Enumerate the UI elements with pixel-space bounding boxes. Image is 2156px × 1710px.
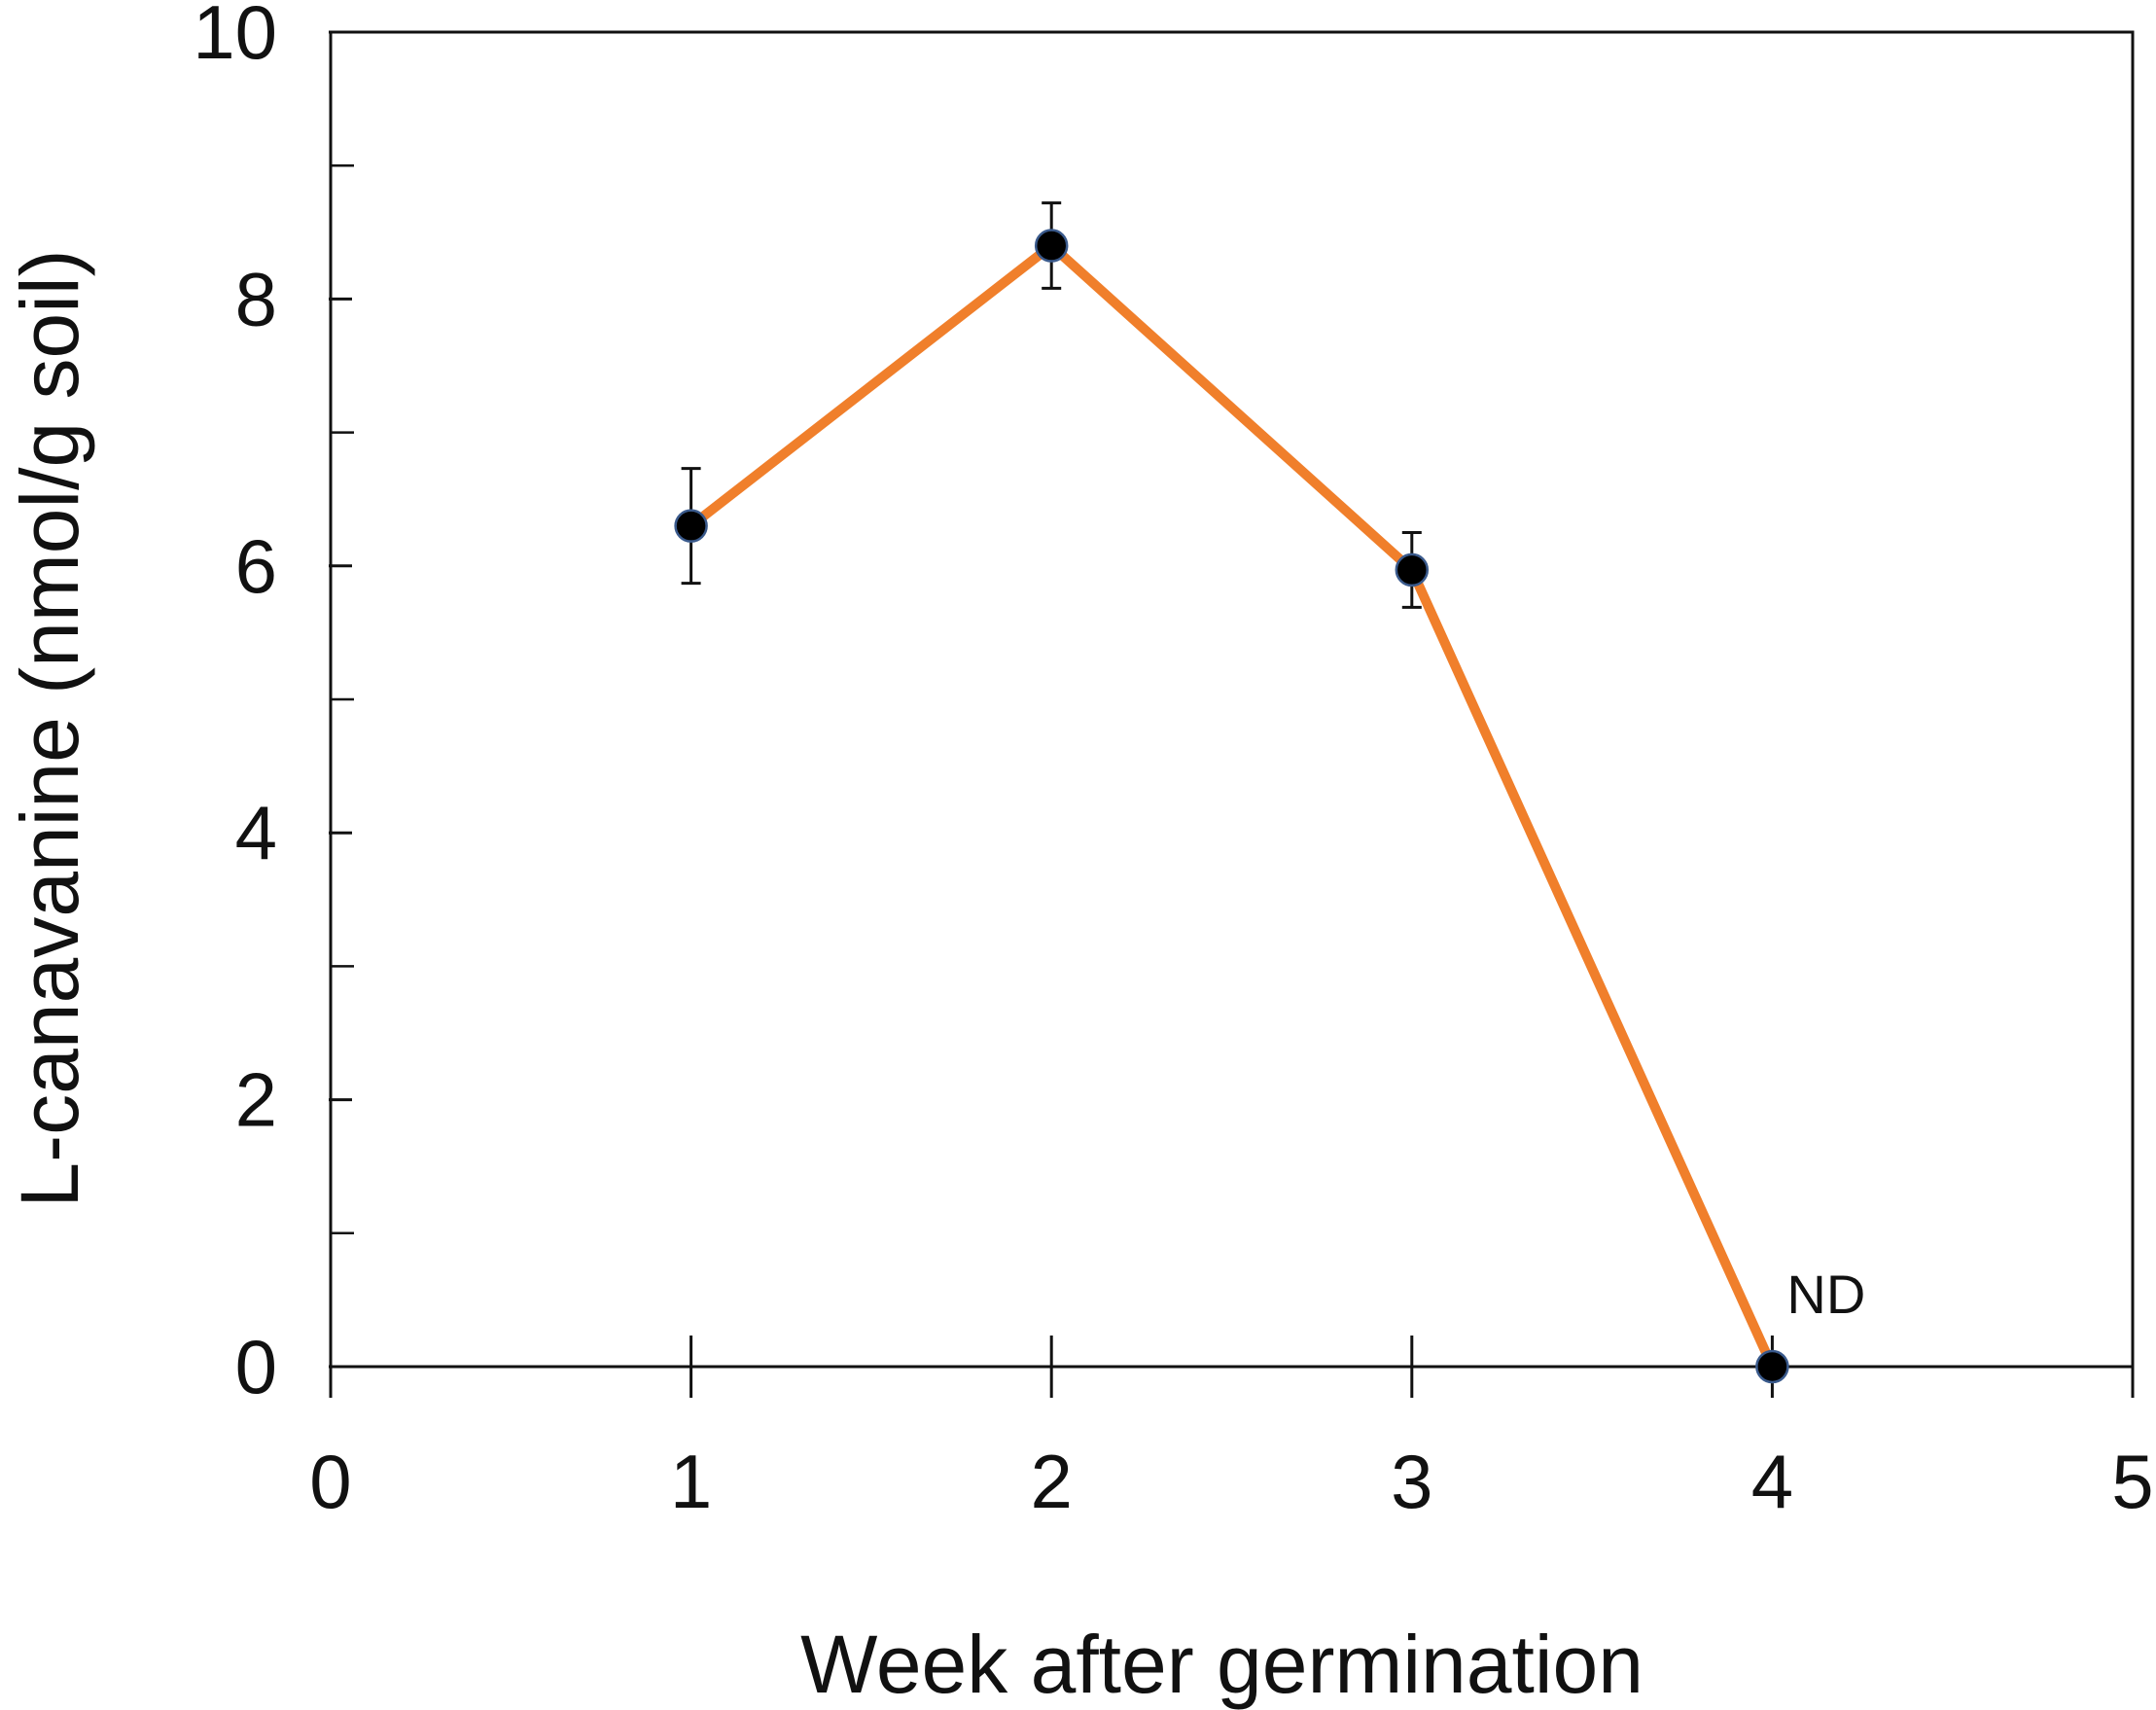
y-tick-label: 6 [235,523,277,609]
data-point [1395,552,1430,588]
x-tick-label: 2 [1031,1439,1073,1524]
x-tick-label: 5 [2111,1439,2153,1524]
plot-frame [329,30,2135,1369]
x-tick-label: 0 [309,1439,351,1524]
data-point [1755,1349,1789,1384]
x-tick-label: 1 [670,1439,712,1524]
y-tick-label: 0 [235,1324,277,1409]
x-tick-label: 3 [1391,1439,1432,1524]
y-tick-label: 4 [235,790,277,875]
y-tick-label: 10 [193,0,277,75]
y-tick-label: 8 [235,256,277,341]
series-line-0 [686,240,1778,1372]
data-point [674,509,708,543]
annotation-nd: ND [1786,1264,1865,1325]
y-axis-title: L-canavanine (nmol/g soil) [4,249,95,1207]
x-tick-label: 4 [1751,1439,1793,1524]
x-axis-title: Week after germination [800,1619,1644,1710]
y-tick-label: 2 [235,1057,277,1143]
data-point [1034,229,1069,263]
